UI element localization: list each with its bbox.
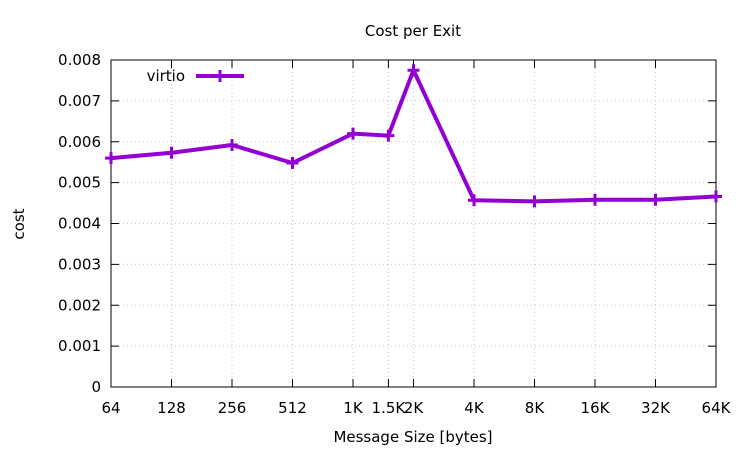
x-tick-label: 4K xyxy=(464,399,485,417)
legend: virtio xyxy=(147,67,244,85)
x-tick-label: 64K xyxy=(702,399,732,417)
data-point-marker xyxy=(710,190,722,203)
y-tick-label: 0.004 xyxy=(58,215,101,233)
y-tick-label: 0.006 xyxy=(58,133,101,151)
x-tick-label: 16K xyxy=(581,399,611,417)
x-tick-label: 1K xyxy=(343,399,364,417)
data-point-marker xyxy=(528,195,541,208)
data-point-marker xyxy=(382,129,395,142)
legend-label: virtio xyxy=(147,67,185,85)
x-tick-label: 1.5K xyxy=(372,399,407,417)
y-tick-label: 0.008 xyxy=(58,51,101,69)
data-point-marker xyxy=(226,139,238,152)
legend-marker xyxy=(214,70,226,82)
plot-frame xyxy=(110,59,717,388)
grid-lines xyxy=(111,60,716,387)
x-tick-label: 32K xyxy=(641,399,671,417)
x-axis-label: Message Size [bytes] xyxy=(333,428,492,446)
series-line-virtio xyxy=(109,68,718,204)
data-point-marker xyxy=(347,127,359,140)
axis-tick-labels: 0 0.001 0.002 0.003 0.004 0.005 0.006 0.007 0.00… xyxy=(58,51,732,417)
data-point-marker xyxy=(589,193,601,206)
data-point-marker xyxy=(407,64,420,77)
data-point-marker xyxy=(165,146,178,159)
y-tick-label: 0.001 xyxy=(58,337,101,355)
y-tick-label: 0.002 xyxy=(58,296,101,314)
x-tick-label: 2K xyxy=(404,399,425,417)
x-tick-label: 8K xyxy=(525,399,546,417)
y-axis-label: cost xyxy=(10,208,28,239)
data-point-marker xyxy=(105,152,117,165)
y-tick-label: 0.003 xyxy=(58,255,101,273)
x-tick-label: 64 xyxy=(101,399,120,417)
chart-title: Cost per Exit xyxy=(365,22,461,40)
data-point-marker xyxy=(468,194,480,207)
axis-ticks xyxy=(110,59,717,388)
data-point-marker xyxy=(286,157,299,170)
x-tick-label: 256 xyxy=(218,399,247,417)
data-point-marker xyxy=(649,193,662,206)
x-tick-label: 512 xyxy=(278,399,307,417)
x-tick-label: 128 xyxy=(157,399,186,417)
y-tick-label: 0.007 xyxy=(58,92,101,110)
series-layer xyxy=(105,64,722,208)
y-tick-label: 0 xyxy=(91,378,101,396)
y-tick-label: 0.005 xyxy=(58,174,101,192)
